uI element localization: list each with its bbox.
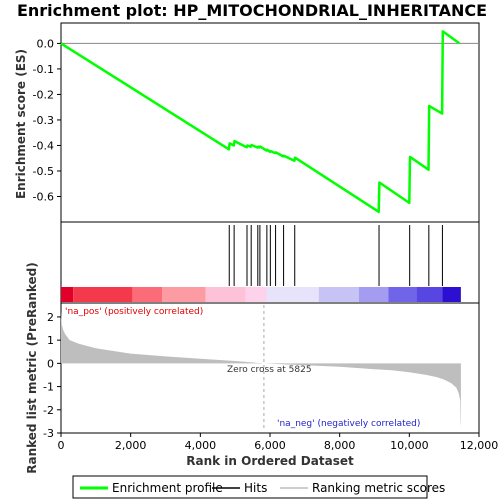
x-tick-label: 8,000 [324,439,356,452]
es-ytick-label: -0.3 [33,114,54,127]
x-axis-ticks: 0 2,000 4,000 6,000 8,000 10,000 12,000 [58,433,499,452]
legend-box [72,475,428,499]
legend-label: Hits [244,481,267,495]
legend: Enrichment profile Hits Ranking metric sco… [80,481,445,495]
positive-correlated-label: 'na_pos' (positively correlated) [65,307,203,317]
negative-correlated-label: 'na_neg' (negatively correlated) [277,419,420,429]
es-ytick-label: -0.1 [33,63,54,76]
x-tick-label: 12,000 [460,439,499,452]
es-profile-line [60,30,461,214]
es-axis-ticks: 0.0 -0.1 -0.2 -0.3 -0.4 -0.5 -0.6 [33,37,61,203]
color-bar-segment [358,287,389,302]
x-tick-label: 4,000 [185,439,217,452]
x-tick-label: 2,000 [115,439,147,452]
color-bar-segment [132,287,163,302]
chart-title: Enrichment plot: HP_MITOCHONDRIAL_INHERI… [17,1,487,20]
metric-ytick-label: -1 [43,381,54,394]
legend-label: Ranking metric scores [312,481,445,495]
color-bar-segment [388,287,417,302]
es-ytick-label: -0.4 [33,139,54,152]
color-bar-segment [245,287,267,302]
color-bar-segment [318,287,359,302]
color-bar-segment [162,287,206,302]
color-bar-segment [442,287,461,302]
x-tick-label: 10,000 [390,439,429,452]
rank-color-bar [61,287,461,302]
color-bar-segment [61,287,74,302]
color-bar-segment [266,287,319,302]
es-ytick-label: -0.5 [33,165,54,178]
metric-ytick-label: -2 [43,404,54,417]
legend-label: Enrichment profile [112,481,223,495]
x-tick-label: 6,000 [254,439,286,452]
color-bar-segment [73,287,133,302]
hits-markers [228,225,443,286]
metric-ylabel: Ranked list metric (PreRanked) [25,262,39,474]
metric-ytick-label: -3 [43,427,54,440]
zero-cross-label: Zero cross at 5825 [227,365,312,375]
es-ytick-label: 0.0 [37,37,55,50]
es-ylabel: Enrichment score (ES) [14,49,28,199]
es-ytick-label: -0.6 [33,190,54,203]
color-bar-segment [416,287,443,302]
x-axis-label: Rank in Ordered Dataset [186,454,354,468]
metric-ytick-label: 0 [47,357,54,370]
x-tick-label: 0 [58,439,65,452]
es-panel [60,22,480,223]
metric-ytick-label: 1 [47,334,54,347]
metric-ytick-label: 2 [47,311,54,324]
es-ytick-label: -0.2 [33,88,54,101]
metric-axis-ticks: 2 1 0 -1 -2 -3 [43,311,61,440]
color-bar-segment [205,287,246,302]
